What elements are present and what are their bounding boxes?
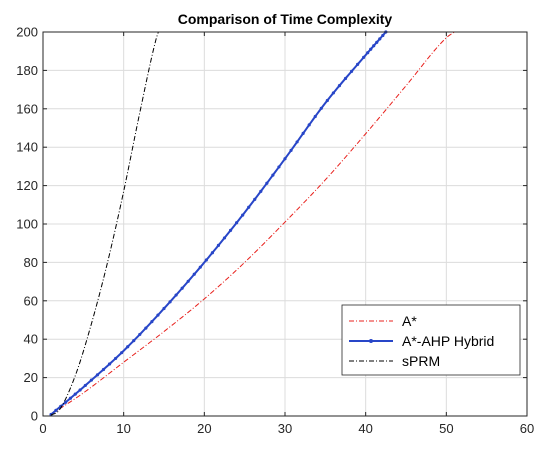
series-point-a-star-ahp-hybrid xyxy=(289,148,293,152)
series-point-a-star-ahp-hybrid xyxy=(307,123,311,127)
y-tick-label-100: 100 xyxy=(16,217,38,232)
series-point-a-star-ahp-hybrid xyxy=(319,106,323,110)
series-point-a-star-ahp-hybrid xyxy=(277,165,281,169)
series-point-a-star-ahp-hybrid xyxy=(265,181,269,185)
series-point-a-star-ahp-hybrid xyxy=(253,197,257,201)
series-point-a-star-ahp-hybrid xyxy=(337,83,342,88)
series-point-a-star-ahp-hybrid xyxy=(295,140,299,144)
series-point-a-star-ahp-hybrid xyxy=(174,293,178,297)
series-point-a-star-ahp-hybrid xyxy=(343,76,348,81)
series-point-a-star-ahp-hybrid xyxy=(83,383,87,388)
y-tick-label-40: 40 xyxy=(24,332,38,347)
y-tick-label-80: 80 xyxy=(24,255,38,270)
series-point-a-star-ahp-hybrid xyxy=(216,243,221,247)
series-point-a-star-ahp-hybrid xyxy=(325,98,329,103)
legend-marker-a-star-ahp-hybrid xyxy=(369,339,373,343)
series-point-a-star-ahp-hybrid xyxy=(210,251,214,255)
y-tick-label-160: 160 xyxy=(16,101,38,116)
series-point-a-star-ahp-hybrid xyxy=(68,396,73,400)
series-point-a-star-ahp-hybrid xyxy=(150,320,154,324)
series-point-a-star-ahp-hybrid xyxy=(228,228,233,232)
series-point-a-star-ahp-hybrid xyxy=(63,400,68,404)
y-tick-label-200: 200 xyxy=(16,25,38,40)
series-point-a-star-ahp-hybrid xyxy=(126,345,130,349)
series-point-a-star-ahp-hybrid xyxy=(259,189,263,193)
chart-title: Comparison of Time Complexity xyxy=(178,11,393,27)
series-point-a-star-ahp-hybrid xyxy=(378,37,382,41)
y-tick-label-20: 20 xyxy=(24,370,38,385)
series-point-a-star-ahp-hybrid xyxy=(120,351,124,355)
x-tick-label-20: 20 xyxy=(197,421,211,436)
y-tick-label-180: 180 xyxy=(16,63,38,78)
series-point-a-star-ahp-hybrid xyxy=(156,313,160,317)
series-point-a-star-ahp-hybrid xyxy=(54,408,58,412)
series-point-a-star-ahp-hybrid xyxy=(180,286,184,290)
series-point-a-star-ahp-hybrid xyxy=(198,265,202,269)
series-point-a-star-ahp-hybrid xyxy=(107,362,112,366)
series-point-a-star-ahp-hybrid xyxy=(162,306,166,311)
series-point-a-star-ahp-hybrid xyxy=(313,114,317,119)
series-point-a-star-ahp-hybrid xyxy=(241,213,245,217)
x-tick-label-10: 10 xyxy=(116,421,130,436)
legend-label-a-star-ahp-hybrid: A*-AHP Hybrid xyxy=(402,333,494,349)
y-tick-label-0: 0 xyxy=(31,409,38,424)
series-point-a-star-ahp-hybrid xyxy=(375,40,379,44)
legend-label-a-star: A* xyxy=(402,313,417,329)
series-point-a-star-ahp-hybrid xyxy=(114,356,118,361)
series-point-a-star-ahp-hybrid xyxy=(186,279,190,283)
series-line-sprm xyxy=(50,31,159,416)
series-point-a-star-ahp-hybrid xyxy=(144,326,148,330)
series-point-a-star-ahp-hybrid xyxy=(366,51,370,55)
x-tick-label-30: 30 xyxy=(278,421,292,436)
series-point-a-star-ahp-hybrid xyxy=(235,221,239,225)
y-tick-label-120: 120 xyxy=(16,178,38,193)
series-point-a-star-ahp-hybrid xyxy=(247,205,251,209)
y-tick-label-60: 60 xyxy=(24,293,38,308)
series-point-a-star-ahp-hybrid xyxy=(349,69,354,73)
series-point-a-star-ahp-hybrid xyxy=(168,300,172,304)
series-point-a-star-ahp-hybrid xyxy=(222,236,227,240)
series-point-a-star-ahp-hybrid xyxy=(78,388,82,392)
series-point-a-star-ahp-hybrid xyxy=(271,173,275,177)
series-point-a-star-ahp-hybrid xyxy=(372,44,376,48)
series-point-a-star-ahp-hybrid xyxy=(283,157,287,161)
x-tick-label-60: 60 xyxy=(520,421,534,436)
legend: A* A*-AHP Hybrid sPRM xyxy=(341,304,521,376)
series-point-a-star-ahp-hybrid xyxy=(362,55,366,59)
series-point-a-star-ahp-hybrid xyxy=(192,272,196,276)
series-point-a-star-ahp-hybrid xyxy=(356,62,360,66)
series-point-a-star-ahp-hybrid xyxy=(101,367,106,372)
series-layer xyxy=(49,30,455,417)
series-line-a-star xyxy=(50,31,455,415)
series-point-a-star-ahp-hybrid xyxy=(138,332,142,337)
series-point-a-star-ahp-hybrid xyxy=(369,47,373,51)
x-tick-label-0: 0 xyxy=(39,421,46,436)
series-point-a-star-ahp-hybrid xyxy=(204,258,208,262)
series-point-a-star-ahp-hybrid xyxy=(49,412,53,417)
series-point-a-star-ahp-hybrid xyxy=(381,33,385,38)
series-point-a-star-ahp-hybrid xyxy=(132,339,136,343)
axis-ticks: 0 10 20 30 40 50 60 0 20 40 60 80 100 120 140 160 180 200 xyxy=(16,25,534,437)
y-tick-label-140: 140 xyxy=(16,140,38,155)
series-point-a-star-ahp-hybrid xyxy=(89,378,93,382)
x-tick-label-40: 40 xyxy=(358,421,372,436)
x-tick-label-50: 50 xyxy=(439,421,453,436)
series-point-a-star-ahp-hybrid xyxy=(331,91,335,95)
series-point-a-star-ahp-hybrid xyxy=(301,131,305,135)
series-point-a-star-ahp-hybrid xyxy=(95,373,100,377)
legend-label-sprm: sPRM xyxy=(402,353,440,369)
series-point-a-star-ahp-hybrid xyxy=(73,392,77,396)
